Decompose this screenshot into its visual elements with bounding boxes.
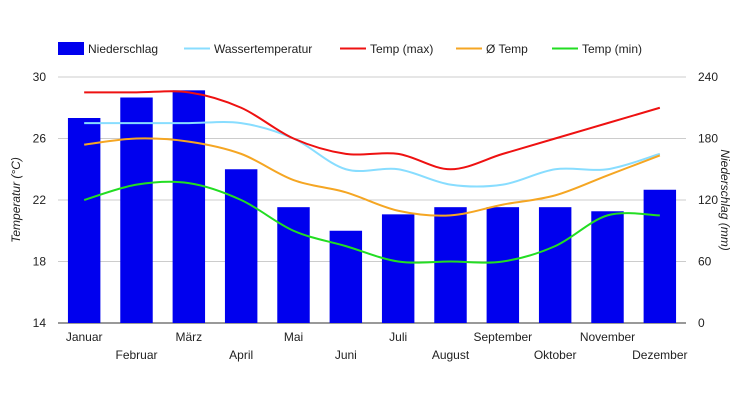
- bar-august: [434, 207, 467, 323]
- y-left-tick-22: 22: [33, 193, 47, 207]
- bar-februar: [120, 97, 153, 323]
- x-tick-dezember: Dezember: [632, 348, 687, 362]
- y-left-axis-title: Temperatur (°C): [9, 157, 23, 243]
- legend-item-niederschlag: Niederschlag: [58, 42, 158, 56]
- x-tick-januar: Januar: [66, 330, 103, 344]
- legend-label-temp-max: Temp (max): [370, 42, 433, 56]
- bar-maerz: [172, 90, 206, 323]
- y-left-tick-14: 14: [33, 316, 47, 330]
- line-temp-min: [83, 180, 660, 264]
- x-tick-maerz: März: [175, 330, 202, 344]
- line-o-temp: [84, 137, 661, 217]
- legend: Niederschlag Wassertemperatur Temp (max) Ø …: [58, 42, 642, 56]
- x-tick-april: April: [229, 348, 253, 362]
- y-left-tick-26: 26: [33, 132, 47, 146]
- legend-label-niederschlag: Niederschlag: [88, 42, 158, 56]
- bar-november: [591, 211, 624, 323]
- y-right-tick-120: 120: [698, 193, 718, 207]
- y-right-tick-0: 0: [698, 316, 705, 330]
- legend-item-temp-max: Temp (max): [340, 42, 433, 56]
- bar-juli: [381, 214, 415, 323]
- y-right-tick-240: 240: [698, 70, 718, 84]
- legend-item-temp-min: Temp (min): [552, 42, 642, 56]
- legend-label-o-temp: Ø Temp: [486, 42, 528, 56]
- bar-mai: [277, 207, 310, 323]
- precipitation-bars: [67, 90, 677, 323]
- y-right-tick-180: 180: [698, 132, 718, 146]
- gridlines: [58, 76, 686, 324]
- axes: 14 18 22 26 30 0 60 120 180 240 Januar Februar März A…: [33, 70, 719, 362]
- bar-dezember: [643, 189, 677, 323]
- bar-juni: [329, 230, 363, 323]
- temperature-lines: [83, 90, 661, 264]
- x-tick-juni: Juni: [335, 348, 357, 362]
- legend-item-o-temp: Ø Temp: [456, 42, 528, 56]
- x-tick-februar: Februar: [115, 348, 157, 362]
- y-left-tick-30: 30: [33, 70, 47, 84]
- legend-label-temp-min: Temp (min): [582, 42, 642, 56]
- x-tick-november: November: [580, 330, 635, 344]
- x-tick-oktober: Oktober: [534, 348, 577, 362]
- legend-label-wassertemperatur: Wassertemperatur: [214, 42, 312, 56]
- bar-januar: [67, 118, 101, 323]
- y-right-axis-title: Niederschlag (mm): [718, 149, 731, 250]
- x-tick-juli: Juli: [389, 330, 407, 344]
- bar-september: [486, 207, 520, 323]
- x-tick-september: September: [473, 330, 532, 344]
- x-tick-august: August: [432, 348, 470, 362]
- legend-item-wassertemperatur: Wassertemperatur: [184, 42, 312, 56]
- legend-swatch-niederschlag: [58, 42, 84, 55]
- line-temp-max: [84, 90, 661, 171]
- line-wassertemperatur: [84, 120, 661, 188]
- y-right-tick-60: 60: [698, 255, 712, 269]
- x-tick-mai: Mai: [284, 330, 303, 344]
- bar-oktober: [538, 207, 572, 323]
- y-left-tick-18: 18: [33, 255, 47, 269]
- bar-april: [224, 169, 258, 323]
